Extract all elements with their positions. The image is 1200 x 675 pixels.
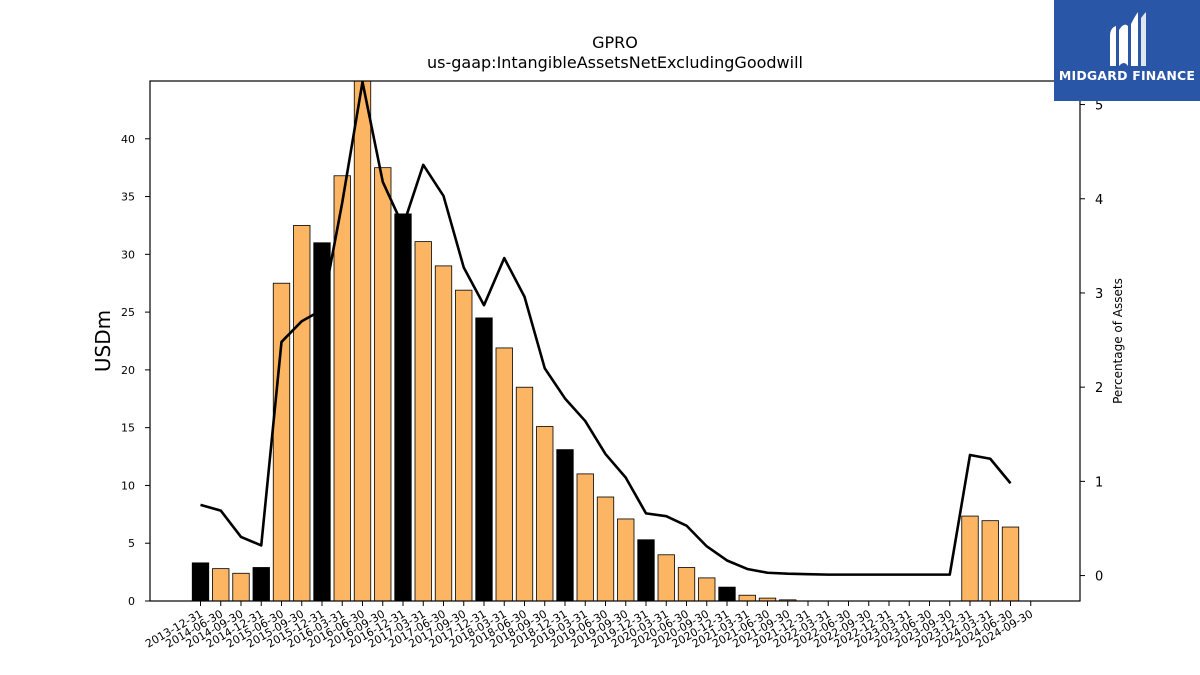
y2-tick-label: 2 <box>1095 381 1103 396</box>
series-line-percentage <box>200 80 1012 576</box>
y-tick-label: 10 <box>121 479 135 492</box>
bar-2018-06-30 <box>515 386 534 602</box>
y2-tick-label: 1 <box>1095 475 1103 490</box>
bar-2015-12-31 <box>313 242 331 602</box>
y-axis-left: 0 5 10 15 20 25 30 35 40 <box>121 133 150 608</box>
y-tick-label: 30 <box>121 248 135 261</box>
brand-logo: MIDGARD FINANCE <box>1054 0 1200 101</box>
bar-2016-09-30 <box>374 167 392 602</box>
midgard-logo-icon <box>1110 12 1146 67</box>
y2-tick-label: 5 <box>1095 99 1103 114</box>
bar-2017-06-30 <box>434 265 453 602</box>
y2-axis-label: Percentage of Assets <box>1111 278 1125 404</box>
chart-subtitle: us-gaap:IntangibleAssetsNetExcludingGood… <box>427 53 803 72</box>
bar-2021-03-31 <box>738 594 756 602</box>
y2-tick-label: 0 <box>1095 570 1103 585</box>
y-tick-label: 40 <box>121 133 135 146</box>
y-axis-label: USDm <box>91 310 115 372</box>
bar-2019-06-30 <box>596 496 615 602</box>
bars-layer <box>191 80 1020 602</box>
bar-2016-12-31 <box>394 213 412 602</box>
y-axis-right: 0 1 2 3 4 5 <box>1080 99 1103 585</box>
bar-2020-12-31 <box>718 586 736 602</box>
bar-2020-06-30 <box>677 567 696 602</box>
y-tick-label: 25 <box>121 306 135 319</box>
bar-2019-09-30 <box>617 518 635 602</box>
bar-2020-09-30 <box>698 577 716 602</box>
bar-2015-09-30 <box>293 225 311 602</box>
bar-2017-12-31 <box>475 317 493 602</box>
bar-2019-03-31 <box>576 473 594 602</box>
line-layer <box>200 80 1012 576</box>
bar-2018-12-31 <box>556 449 574 602</box>
bar-2023-12-31 <box>961 515 979 602</box>
y-tick-label: 0 <box>128 595 135 608</box>
y-tick-label: 5 <box>128 537 135 550</box>
bar-2018-09-30 <box>536 426 554 602</box>
bar-2024-06-30 <box>1001 526 1020 602</box>
bar-2018-03-31 <box>495 347 513 602</box>
plot-frame <box>149 80 1081 602</box>
bar-2017-03-31 <box>414 241 432 602</box>
bar-2024-03-31 <box>981 520 999 602</box>
brand-name: MIDGARD FINANCE <box>1058 68 1196 83</box>
bar-2017-09-30 <box>455 289 473 602</box>
y-tick-label: 35 <box>121 191 135 204</box>
bar-2019-12-31 <box>637 539 655 602</box>
bar-2013-12-31 <box>191 562 210 602</box>
bar-2016-06-30 <box>353 80 372 602</box>
x-axis: 2013-12-312014-06-302014-09-302014-12-31… <box>143 601 1035 651</box>
bar-2014-06-30 <box>212 568 230 602</box>
y-tick-label: 15 <box>121 422 135 435</box>
bar-2014-09-30 <box>232 572 250 602</box>
y2-tick-label: 3 <box>1095 287 1103 302</box>
chart-title: GPRO <box>592 33 638 52</box>
y-tick-label: 20 <box>121 364 135 377</box>
bar-2020-03-31 <box>657 554 675 602</box>
y2-tick-label: 4 <box>1095 193 1103 208</box>
bar-2014-12-31 <box>252 567 270 602</box>
bar-2015-06-30 <box>272 282 291 602</box>
